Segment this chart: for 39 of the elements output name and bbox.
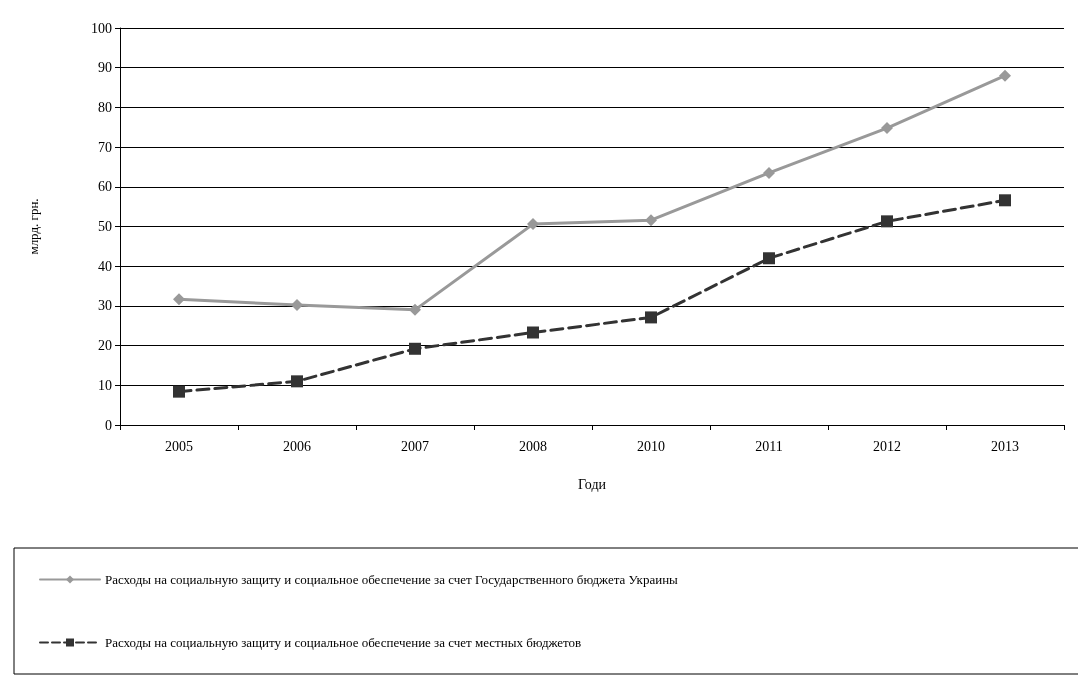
y-tick-label: 80 [98,99,112,115]
point [881,122,893,135]
y-tick-label: 60 [98,179,112,195]
x-tick-label: 2013 [991,438,1019,454]
point [173,385,185,398]
y-tick-label: 100 [91,20,112,36]
x-tick-label: 2008 [519,438,547,454]
x-tick-label: 2006 [283,438,311,454]
y-tick-label: 0 [105,417,112,433]
point [645,311,657,324]
point [527,218,539,231]
x-tick-label: 2005 [165,438,193,454]
point [409,342,421,355]
point [409,303,421,316]
x-tick-label: 2012 [873,438,901,454]
y-tick-label: 70 [98,139,112,155]
point [999,69,1011,82]
point [291,375,303,388]
point [763,252,775,265]
point [763,166,775,179]
x-tick-label: 2010 [637,438,665,454]
x-tick-label: 2011 [755,438,783,454]
x-tick-label: 2007 [401,438,429,454]
y-tick-label: 10 [98,377,112,393]
point [645,214,657,227]
y-tick-label: 50 [98,219,112,234]
point [881,215,893,228]
point [291,299,303,312]
point [999,194,1011,207]
legend-label: Расходы на социальную защиту и социальное обеспечение за счет местных бюджетов [105,635,582,650]
legend-label: Расходы на социальную защиту и социальное обеспечение за счет Государственного бюджета Украины [105,572,679,587]
y-tick-label: 20 [98,338,112,354]
point [173,293,185,306]
x-axis-title: Годи [577,476,607,492]
y-tick-label: 40 [98,258,112,274]
y-tick-label: 30 [98,298,112,314]
point [527,326,539,339]
y-tick-label: 90 [98,60,112,76]
y-axis-title: млрд. грн. [26,198,41,255]
